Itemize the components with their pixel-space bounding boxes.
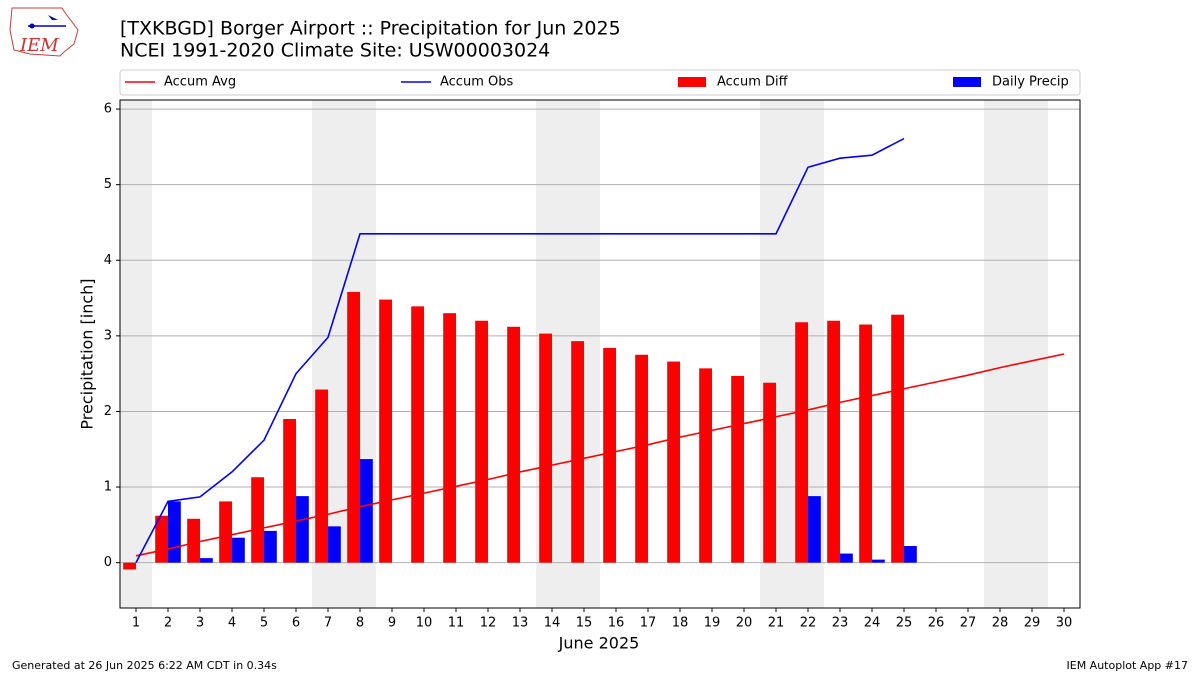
bar	[168, 501, 181, 563]
bar	[872, 559, 885, 563]
x-tick-label: 19	[704, 616, 721, 631]
plot-frame	[119, 99, 1081, 609]
bar	[360, 459, 373, 563]
bar	[507, 326, 520, 563]
bar	[571, 341, 584, 563]
x-tick-label: 8	[356, 616, 364, 631]
legend-label: Accum Obs	[440, 75, 513, 90]
bar	[795, 322, 808, 563]
footer-left: Generated at 26 Jun 2025 6:22 AM CDT in …	[12, 659, 277, 672]
x-tick-label: 23	[832, 616, 849, 631]
y-tick-label: 2	[104, 404, 112, 419]
bar	[475, 320, 488, 563]
y-tick-label: 1	[104, 480, 112, 495]
bar	[264, 530, 277, 563]
legend-label: Accum Diff	[717, 75, 789, 90]
bar	[200, 558, 213, 563]
weekend-shade	[120, 100, 152, 608]
legend	[119, 69, 1081, 96]
x-tick-label: 6	[292, 616, 300, 631]
bar	[603, 347, 616, 563]
y-tick-label: 3	[104, 328, 112, 343]
x-tick-label: 7	[324, 616, 332, 631]
x-tick-label: 30	[1056, 616, 1073, 631]
chart-subtitle: NCEI 1991-2020 Climate Site: USW00003024	[120, 40, 550, 62]
bar	[699, 368, 712, 563]
x-tick-label: 16	[608, 616, 625, 631]
x-tick-label: 11	[448, 616, 465, 631]
x-tick-label: 15	[576, 616, 593, 631]
x-tick-label: 14	[544, 616, 561, 631]
bar	[379, 299, 392, 563]
line	[135, 353, 1065, 557]
x-tick-label: 10	[416, 616, 433, 631]
x-tick-label: 5	[260, 616, 268, 631]
bar	[808, 496, 821, 563]
y-tick-label: 4	[104, 253, 112, 268]
bar	[904, 546, 917, 563]
x-tick-label: 26	[928, 616, 945, 631]
line	[135, 137, 905, 564]
x-tick-label: 3	[196, 616, 204, 631]
bar	[763, 382, 776, 563]
x-tick-label: 29	[1024, 616, 1041, 631]
y-axis-label: Precipitation [inch]	[78, 278, 97, 429]
legend-swatch	[678, 77, 706, 87]
bar	[283, 419, 296, 563]
y-tick-label: 5	[104, 177, 112, 192]
x-tick-label: 9	[388, 616, 396, 631]
bar	[840, 553, 853, 563]
bar	[859, 324, 872, 563]
x-tick-label: 17	[640, 616, 657, 631]
legend-label: Accum Avg	[164, 75, 236, 90]
logo-text: IEM	[19, 35, 59, 56]
bar	[328, 526, 341, 563]
x-tick-label: 1	[132, 616, 140, 631]
legend-items: Accum Avg Accum Obs Accum Diff Daily Precip	[125, 75, 1069, 90]
bar	[296, 496, 309, 563]
bar	[187, 518, 200, 563]
bar	[411, 306, 424, 563]
bar	[443, 313, 456, 563]
footer-right: IEM Autoplot App #17	[1067, 659, 1189, 672]
weekend-shade	[984, 100, 1016, 608]
logo: IEM	[9, 7, 79, 57]
x-tick-label: 4	[228, 616, 236, 631]
bar	[347, 292, 360, 563]
y-tick-label: 0	[104, 555, 112, 570]
x-tick-label: 24	[864, 616, 881, 631]
bar	[891, 314, 904, 563]
x-tick-label: 18	[672, 616, 689, 631]
bar	[219, 501, 232, 563]
bar	[635, 354, 648, 563]
bar	[123, 562, 136, 570]
x-tick-label: 28	[992, 616, 1009, 631]
chart-title: [TXKBGD] Borger Airport :: Precipitation…	[120, 18, 621, 40]
x-tick-label: 21	[768, 616, 785, 631]
bar	[731, 375, 744, 563]
x-tick-label: 25	[896, 616, 913, 631]
y-tick-label: 6	[104, 102, 112, 117]
x-tick-label: 22	[800, 616, 817, 631]
bar	[827, 320, 840, 563]
x-tick-label: 12	[480, 616, 497, 631]
bar	[232, 537, 245, 563]
weekend-shade	[1016, 100, 1048, 608]
legend-label: Daily Precip	[992, 75, 1069, 90]
x-tick-label: 27	[960, 616, 977, 631]
x-tick-label: 13	[512, 616, 529, 631]
x-tick-label: 2	[164, 616, 172, 631]
bar	[667, 361, 680, 563]
x-axis-label: June 2025	[558, 634, 640, 653]
x-tick-label: 20	[736, 616, 753, 631]
bar	[315, 389, 328, 563]
bar	[251, 477, 264, 563]
bar	[539, 333, 552, 563]
legend-swatch	[953, 77, 981, 87]
